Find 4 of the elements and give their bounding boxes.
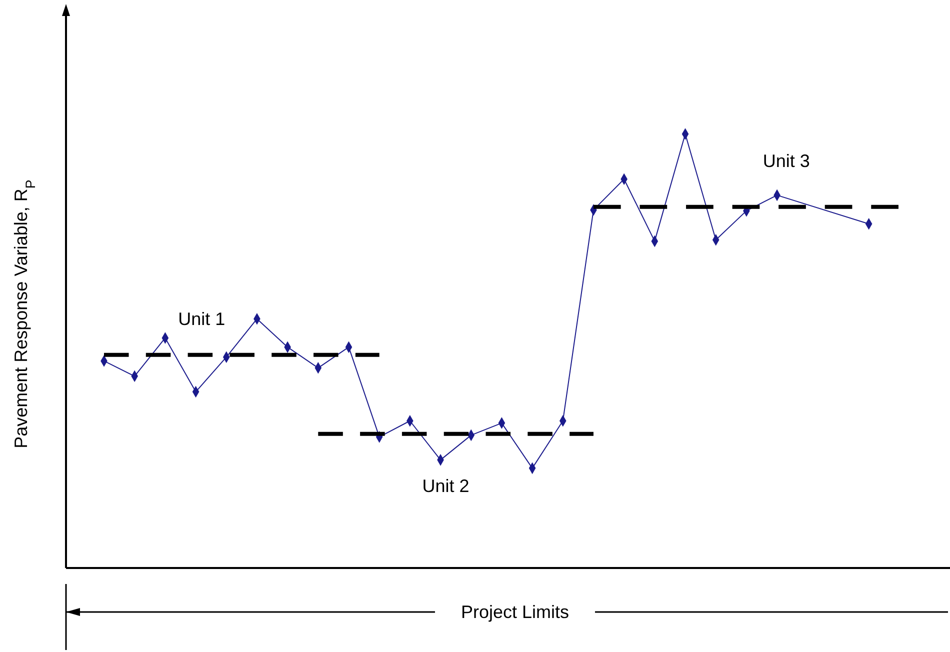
series-label: Unit 3 [762,150,810,171]
series-label: Unit 1 [178,308,226,329]
x-axis-title: Project Limits [460,602,570,622]
text: Unit 2 [422,476,470,496]
